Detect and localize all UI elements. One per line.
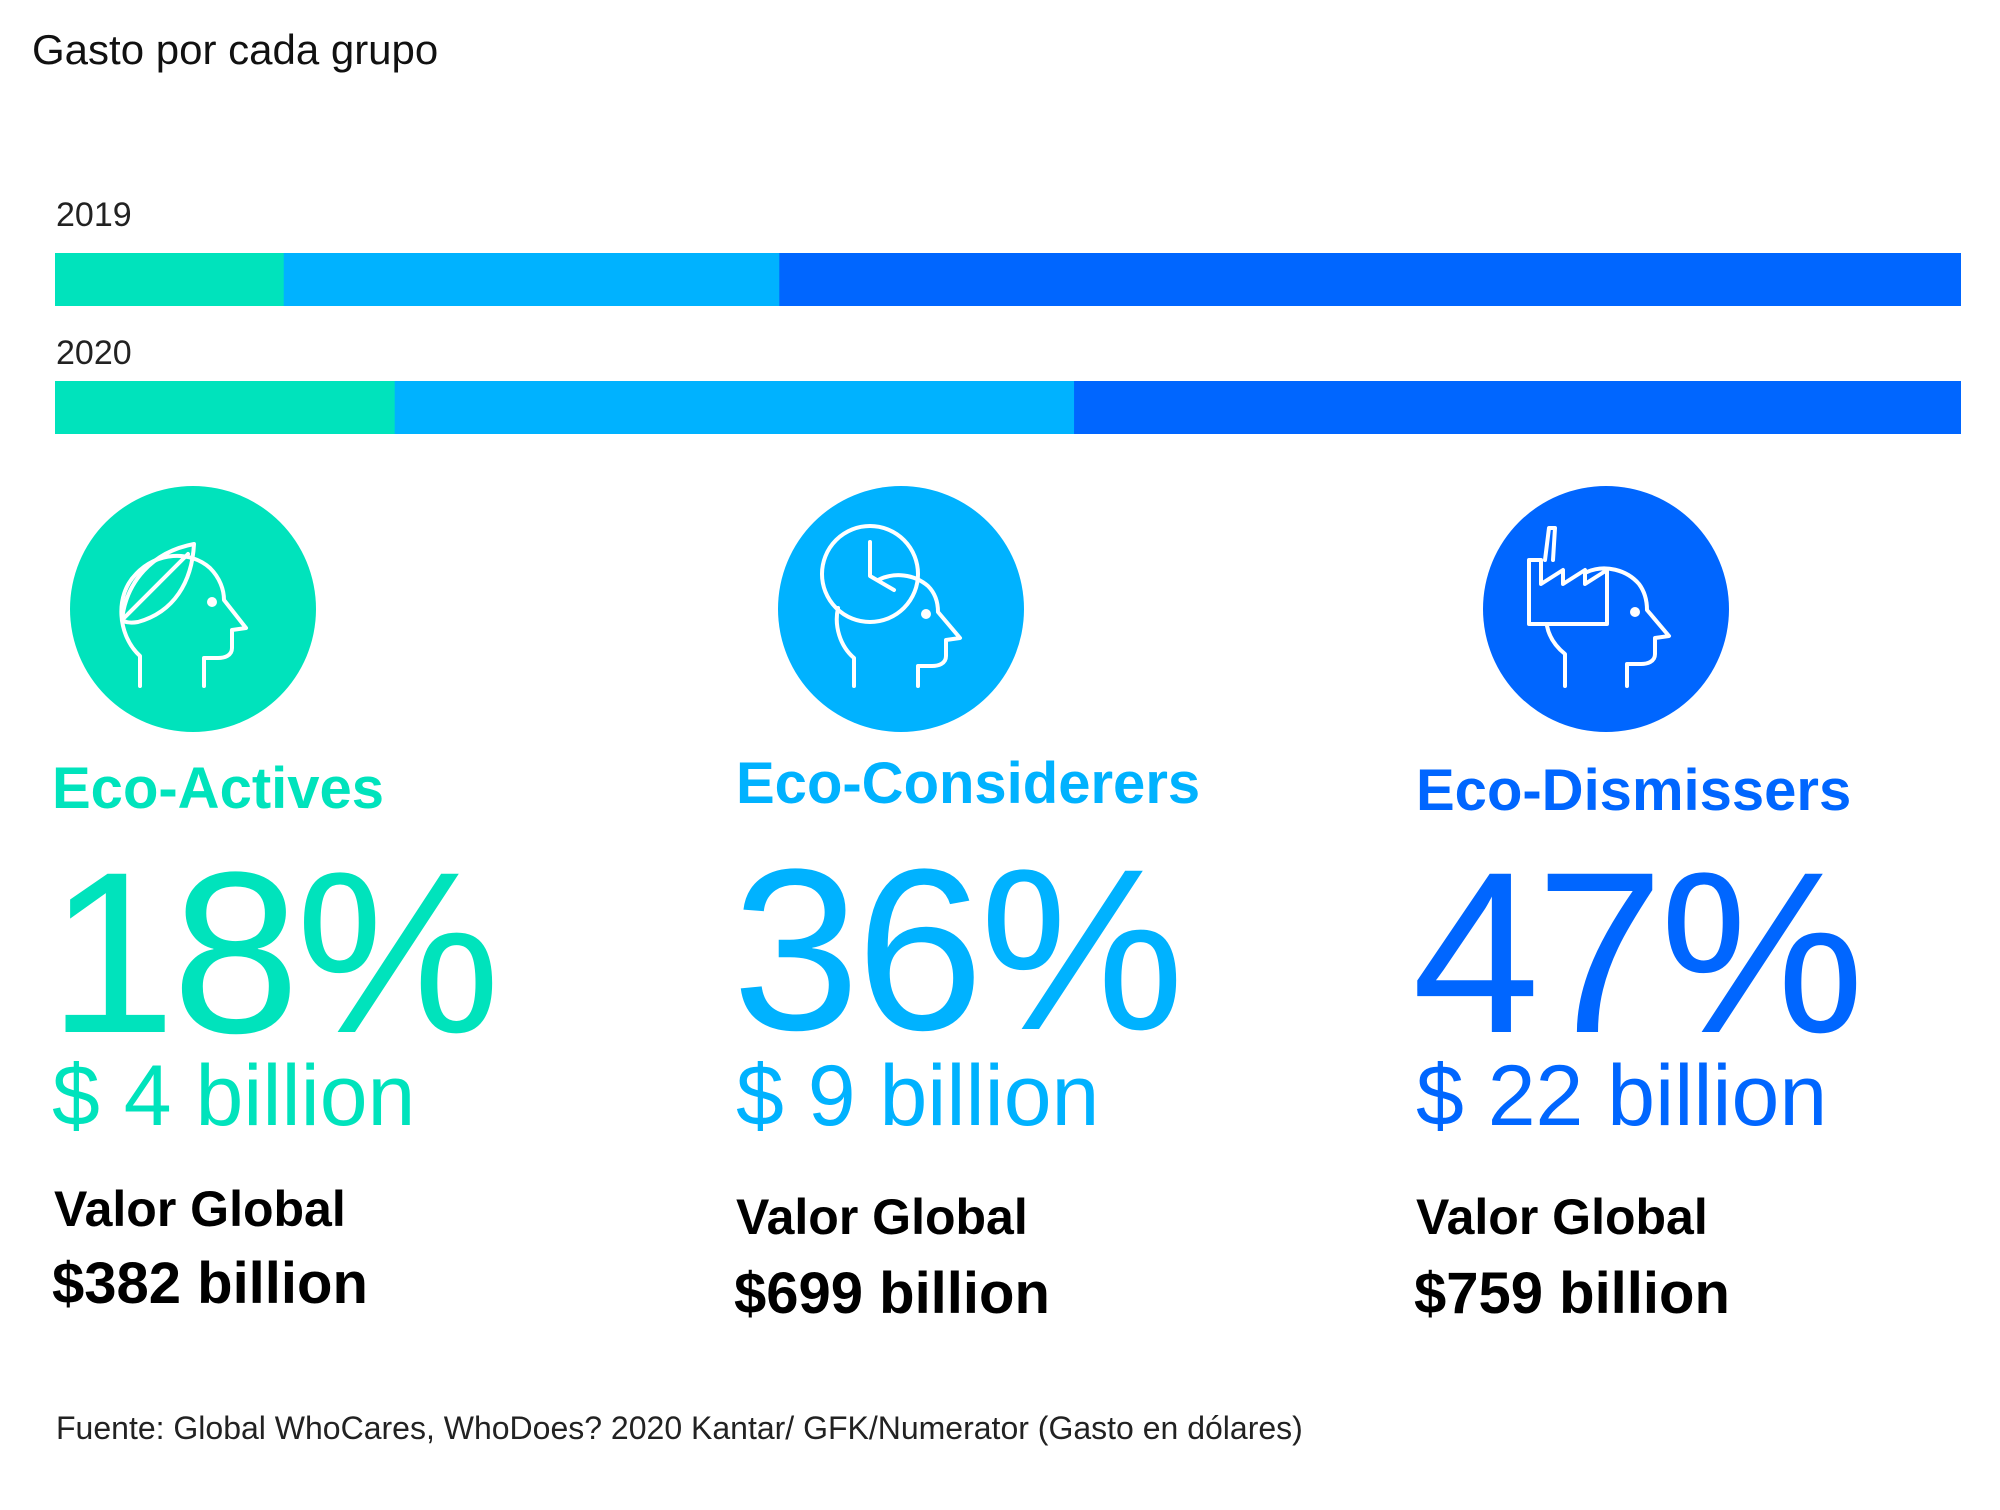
bar-segment-2020-eco-dismissers — [1074, 381, 1961, 434]
clock-head-icon — [778, 486, 1024, 732]
global-value-label: Valor Global — [1416, 1189, 1708, 1245]
leaf-head-icon — [70, 486, 316, 732]
group-spend: $ 4 billion — [52, 1048, 416, 1144]
group-percent: 47% — [1412, 824, 1864, 1081]
group-percent: 36% — [732, 821, 1184, 1078]
year-label-2020: 2020 — [56, 334, 132, 372]
group-spend: $ 9 billion — [736, 1048, 1100, 1144]
bar-segment-2020-eco-considerers — [394, 381, 1075, 434]
chart-title: Gasto por cada grupo — [32, 26, 439, 73]
stacked-bar-2020 — [55, 381, 1961, 434]
bar-segment-2019-eco-actives — [55, 253, 285, 306]
group-name: Eco-Considerers — [736, 751, 1201, 816]
group-name: Eco-Actives — [52, 756, 385, 821]
global-value: $699 billion — [734, 1261, 1050, 1326]
global-value-label: Valor Global — [736, 1189, 1028, 1245]
group-percent: 18% — [48, 824, 500, 1081]
factory-head-icon — [1483, 486, 1729, 732]
group-spend: $ 22 billion — [1416, 1048, 1828, 1144]
year-label-2019: 2019 — [56, 196, 132, 234]
source-note: Fuente: Global WhoCares, WhoDoes? 2020 K… — [56, 1410, 1303, 1446]
global-value: $382 billion — [52, 1251, 368, 1316]
group-name: Eco-Dismissers — [1416, 758, 1852, 823]
stacked-bar-2019 — [55, 253, 1961, 306]
bar-segment-2020-eco-actives — [55, 381, 396, 434]
global-value: $759 billion — [1414, 1261, 1730, 1326]
bar-segment-2019-eco-considerers — [283, 253, 780, 306]
global-value-label: Valor Global — [54, 1181, 346, 1237]
bar-segment-2019-eco-dismissers — [779, 253, 1961, 306]
